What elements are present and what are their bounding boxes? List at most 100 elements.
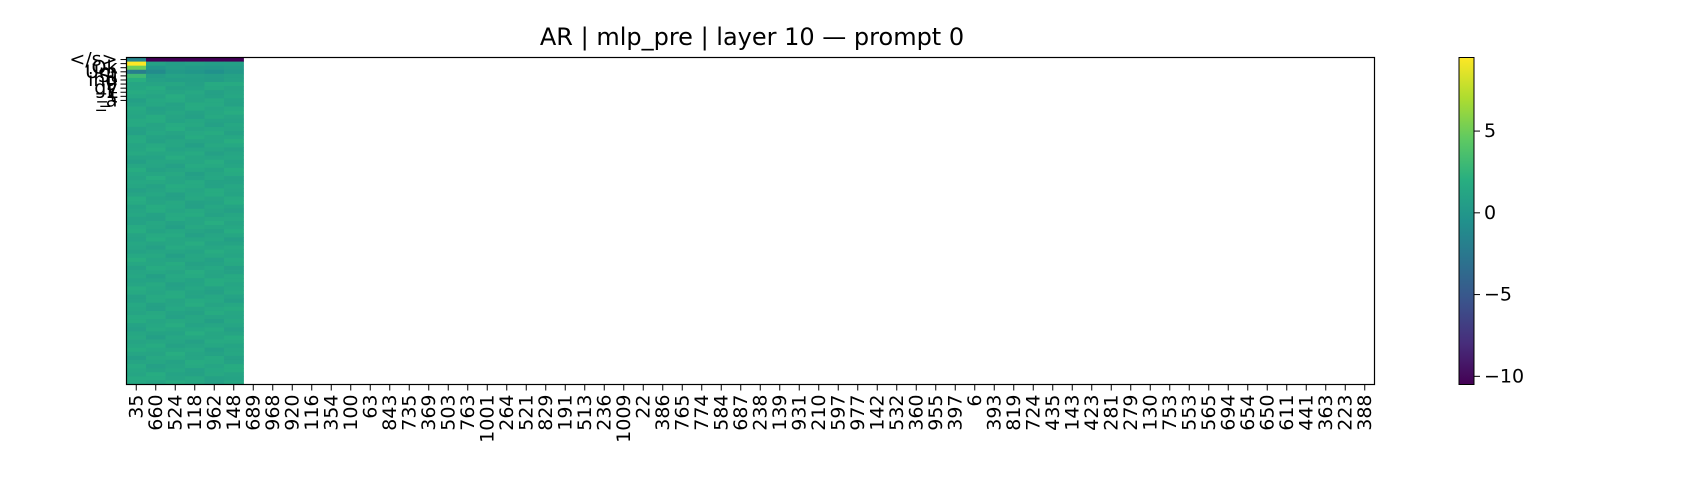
- x-tick-label: 386: [652, 395, 674, 431]
- heatmap-cell: [204, 151, 225, 156]
- colorbar-tick-label: 5: [1484, 120, 1496, 142]
- heatmap-cell: [204, 331, 225, 336]
- heatmap-cell: [224, 331, 244, 336]
- heatmap-cell: [224, 347, 244, 353]
- heatmap-cell: [126, 126, 147, 132]
- heatmap-cell: [224, 143, 244, 148]
- heatmap-cell: [165, 73, 186, 79]
- heatmap-cell: [165, 343, 186, 349]
- heatmap-cell: [126, 200, 147, 206]
- heatmap-cell: [146, 229, 166, 234]
- heatmap-cell: [165, 143, 186, 148]
- heatmap-cell: [165, 69, 186, 75]
- x-tick-label: 968: [262, 395, 284, 431]
- heatmap-cell: [146, 114, 166, 120]
- heatmap-cell: [165, 278, 186, 283]
- heatmap-cell: [126, 298, 147, 304]
- heatmap-cell: [204, 315, 225, 320]
- heatmap-cell: [185, 114, 205, 120]
- heatmap-cell: [185, 188, 205, 193]
- heatmap-cell: [204, 135, 225, 140]
- heatmap-cell: [126, 208, 147, 214]
- heatmap-cell: [204, 139, 225, 144]
- heatmap-cell: [126, 380, 147, 385]
- heatmap-cell: [204, 192, 225, 197]
- heatmap-cell: [224, 204, 244, 210]
- heatmap-cell: [126, 335, 147, 340]
- heatmap-cell: [146, 69, 166, 75]
- heatmap-cell: [165, 323, 186, 328]
- heatmap-cell: [146, 327, 166, 332]
- heatmap-cell: [165, 359, 186, 365]
- heatmap-cell: [165, 200, 186, 206]
- heatmap-cell: [204, 114, 225, 120]
- heatmap-cell: [185, 368, 205, 373]
- heatmap-cell: [165, 114, 186, 120]
- heatmap-cell: [185, 135, 205, 140]
- heatmap-cell: [204, 200, 225, 206]
- heatmap-cell: [146, 135, 166, 140]
- chart-title: AR | mlp_pre | layer 10 — prompt 0: [540, 23, 964, 51]
- heatmap-cell: [204, 278, 225, 283]
- x-tick-label: 819: [1003, 395, 1025, 431]
- x-tick-label: 955: [925, 395, 947, 431]
- heatmap-cell: [126, 270, 147, 275]
- heatmap-cell: [204, 368, 225, 373]
- heatmap-cell: [126, 176, 147, 181]
- heatmap-cell: [146, 90, 166, 95]
- heatmap-cell: [126, 343, 147, 349]
- heatmap-cell: [185, 315, 205, 320]
- x-tick-label: 22: [632, 395, 654, 419]
- x-tick-label: 565: [1198, 395, 1220, 431]
- y-tick-label: St: [98, 65, 118, 87]
- heatmap-cell: [185, 351, 205, 357]
- heatmap-cell: [185, 380, 205, 385]
- heatmap-cell: [126, 167, 147, 173]
- heatmap-cell: [204, 171, 225, 177]
- heatmap-cell: [146, 200, 166, 206]
- heatmap-cell: [146, 86, 166, 91]
- x-tick-label: 35: [125, 395, 147, 419]
- heatmap-cell: [224, 315, 244, 320]
- heatmap-cell: [165, 302, 186, 308]
- heatmap-cell: [146, 196, 166, 201]
- heatmap-cell: [185, 221, 205, 226]
- heatmap-cell: [204, 245, 225, 251]
- heatmap-cell: [204, 229, 225, 234]
- heatmap-cell: [204, 90, 225, 95]
- heatmap-cell: [204, 188, 225, 193]
- heatmap-cell: [165, 331, 186, 336]
- heatmap-cell: [126, 237, 147, 242]
- heatmap-cell: [185, 212, 205, 218]
- heatmap-cell: [146, 319, 166, 324]
- heatmap-cell: [165, 180, 186, 185]
- heatmap-cell: [165, 110, 186, 116]
- heatmap-cell: [185, 110, 205, 116]
- x-tick-label: 735: [398, 395, 420, 431]
- heatmap-cell: [185, 102, 205, 107]
- heatmap-cell: [126, 196, 147, 201]
- heatmap-cell: [204, 155, 225, 161]
- heatmap-cell: [165, 86, 186, 91]
- heatmap-cell: [146, 98, 166, 103]
- heatmap-cell: [224, 253, 244, 259]
- heatmap-cell: [126, 114, 147, 120]
- heatmap-cell: [185, 306, 205, 312]
- heatmap-cell: [185, 257, 205, 263]
- heatmap-cell: [165, 90, 186, 95]
- colorbar-tick-label: −10: [1484, 365, 1524, 387]
- heatmap-cell: [165, 65, 186, 71]
- x-tick-label: 843: [379, 395, 401, 431]
- heatmap-cell: [204, 147, 225, 152]
- heatmap-cell: [165, 151, 186, 156]
- heatmap-cell: [165, 265, 186, 271]
- heatmap-cell: [204, 184, 225, 189]
- heatmap-cell: [224, 372, 244, 377]
- heatmap-cell: [224, 155, 244, 161]
- heatmap-cell: [185, 278, 205, 283]
- heatmap-cell: [204, 359, 225, 365]
- heatmap-cell: [204, 294, 225, 300]
- heatmap-cell: [165, 372, 186, 377]
- heatmap-cells: [126, 57, 244, 385]
- heatmap-cell: [146, 122, 166, 128]
